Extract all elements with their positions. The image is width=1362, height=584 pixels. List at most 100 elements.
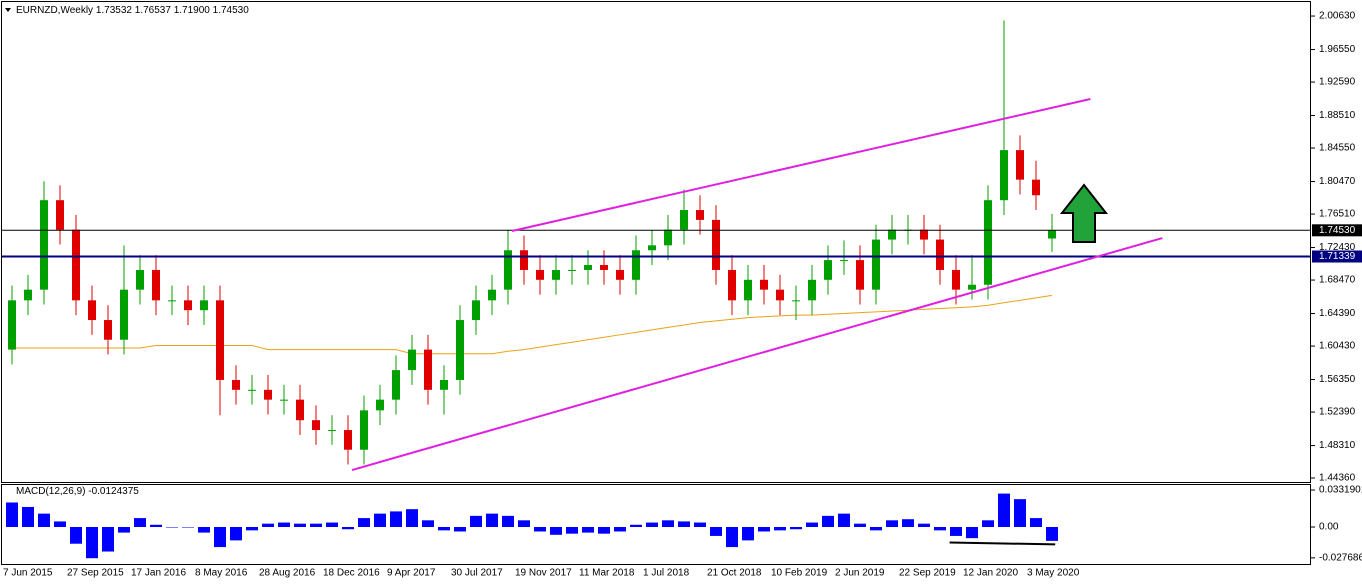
candle-body bbox=[648, 245, 656, 251]
macd-bar bbox=[86, 527, 98, 559]
macd-bar bbox=[198, 527, 210, 533]
candle-body bbox=[56, 200, 64, 230]
candle-body bbox=[1016, 150, 1024, 180]
y-tick-label: 2.00630 bbox=[1319, 11, 1356, 22]
candle-body bbox=[872, 239, 880, 290]
candle-body bbox=[184, 300, 192, 311]
candle-body bbox=[568, 269, 576, 271]
macd-bar bbox=[502, 515, 514, 528]
candle-body bbox=[664, 229, 672, 246]
trend-line bbox=[511, 98, 1091, 232]
moving-average bbox=[12, 294, 1053, 355]
macd-bar bbox=[982, 520, 994, 528]
y-tick-label: 1.52390 bbox=[1319, 407, 1356, 418]
y-tick-label: 0.00 bbox=[1319, 522, 1339, 533]
header-high: 1.76537 bbox=[135, 5, 172, 16]
candle-body bbox=[520, 250, 528, 270]
macd-bar bbox=[486, 513, 498, 528]
level-label: 1.71339 bbox=[1319, 251, 1356, 262]
candle-body bbox=[408, 349, 416, 371]
candle-body bbox=[856, 260, 864, 290]
x-tick-label: 9 Apr 2017 bbox=[387, 568, 436, 579]
candle-body bbox=[24, 289, 32, 301]
macd-bar bbox=[1046, 527, 1058, 541]
macd-bar bbox=[150, 524, 162, 528]
macd-bar bbox=[950, 527, 962, 536]
header-low: 1.71900 bbox=[174, 5, 211, 16]
symbol-title: EURNZD,Weekly bbox=[16, 5, 93, 16]
trend-line bbox=[351, 237, 1163, 471]
candle-body bbox=[280, 399, 288, 401]
macd-bar bbox=[550, 527, 562, 535]
macd-bar bbox=[134, 518, 146, 528]
candle-body bbox=[296, 399, 304, 421]
candle-body bbox=[264, 389, 272, 400]
candle-body bbox=[840, 260, 848, 262]
candle-body bbox=[632, 250, 640, 280]
macd-bar bbox=[1030, 518, 1042, 528]
candle-body bbox=[312, 420, 320, 431]
macd-bar bbox=[310, 523, 322, 528]
x-tick-label: 19 Nov 2017 bbox=[515, 568, 572, 579]
macd-bar bbox=[886, 520, 898, 528]
up-arrow bbox=[1059, 183, 1109, 243]
candle-body bbox=[888, 229, 896, 240]
macd-bar bbox=[742, 527, 754, 541]
y-tick-label: 1.48310 bbox=[1319, 440, 1356, 451]
x-tick-label: 10 Feb 2019 bbox=[771, 568, 828, 579]
candle-body bbox=[744, 279, 752, 301]
candle-body bbox=[1048, 230, 1056, 239]
candle-body bbox=[360, 410, 368, 450]
y-tick-label: 0.0331901 bbox=[1319, 485, 1362, 496]
macd-bar bbox=[358, 518, 370, 528]
macd-bar bbox=[646, 522, 658, 528]
macd-bar bbox=[902, 519, 914, 528]
macd-bar bbox=[38, 513, 50, 528]
macd-bar bbox=[966, 527, 978, 539]
macd-header: MACD(12,26,9) -0.0124375 bbox=[16, 486, 139, 497]
candle-body bbox=[712, 219, 720, 270]
candle-body bbox=[984, 200, 992, 285]
macd-bar bbox=[438, 527, 450, 531]
macd-bar bbox=[214, 527, 226, 548]
candle-body bbox=[680, 210, 688, 230]
candle-body bbox=[776, 289, 784, 301]
macd-bar bbox=[54, 521, 66, 528]
header-close: 1.74530 bbox=[213, 5, 250, 16]
price-label: 1.74530 bbox=[1319, 225, 1356, 236]
macd-bar bbox=[422, 520, 434, 528]
macd-bar bbox=[854, 523, 866, 528]
macd-bar bbox=[998, 493, 1010, 528]
macd-bar bbox=[342, 527, 354, 530]
candle-body bbox=[824, 260, 832, 280]
candle-body bbox=[200, 300, 208, 311]
candle-body bbox=[376, 399, 384, 411]
macd-panel-border bbox=[1, 484, 1311, 565]
candle-body bbox=[600, 265, 608, 270]
macd-bar bbox=[598, 527, 610, 534]
x-tick-label: 3 May 2020 bbox=[1027, 568, 1080, 579]
candle-body bbox=[1000, 150, 1008, 201]
candle-body bbox=[584, 265, 592, 270]
macd-bar bbox=[822, 515, 834, 528]
x-tick-label: 11 Mar 2018 bbox=[579, 568, 635, 579]
candle-body bbox=[504, 250, 512, 290]
candle-body bbox=[536, 269, 544, 280]
macd-bar bbox=[246, 527, 258, 531]
macd-bar bbox=[1014, 499, 1026, 528]
x-tick-label: 2 Jun 2019 bbox=[835, 568, 885, 579]
macd-bar bbox=[870, 527, 882, 531]
macd-bar bbox=[758, 527, 770, 532]
candle-body bbox=[216, 300, 224, 380]
x-tick-label: 18 Dec 2016 bbox=[323, 568, 380, 579]
candle-body bbox=[40, 200, 48, 290]
candle-body bbox=[8, 300, 16, 350]
macd-bar bbox=[582, 527, 594, 533]
candle-body bbox=[328, 430, 336, 432]
candle-body bbox=[968, 284, 976, 290]
macd-bar bbox=[326, 522, 338, 528]
macd-bar bbox=[470, 515, 482, 528]
y-tick-label: 1.92590 bbox=[1319, 77, 1356, 88]
candle-body bbox=[392, 370, 400, 400]
